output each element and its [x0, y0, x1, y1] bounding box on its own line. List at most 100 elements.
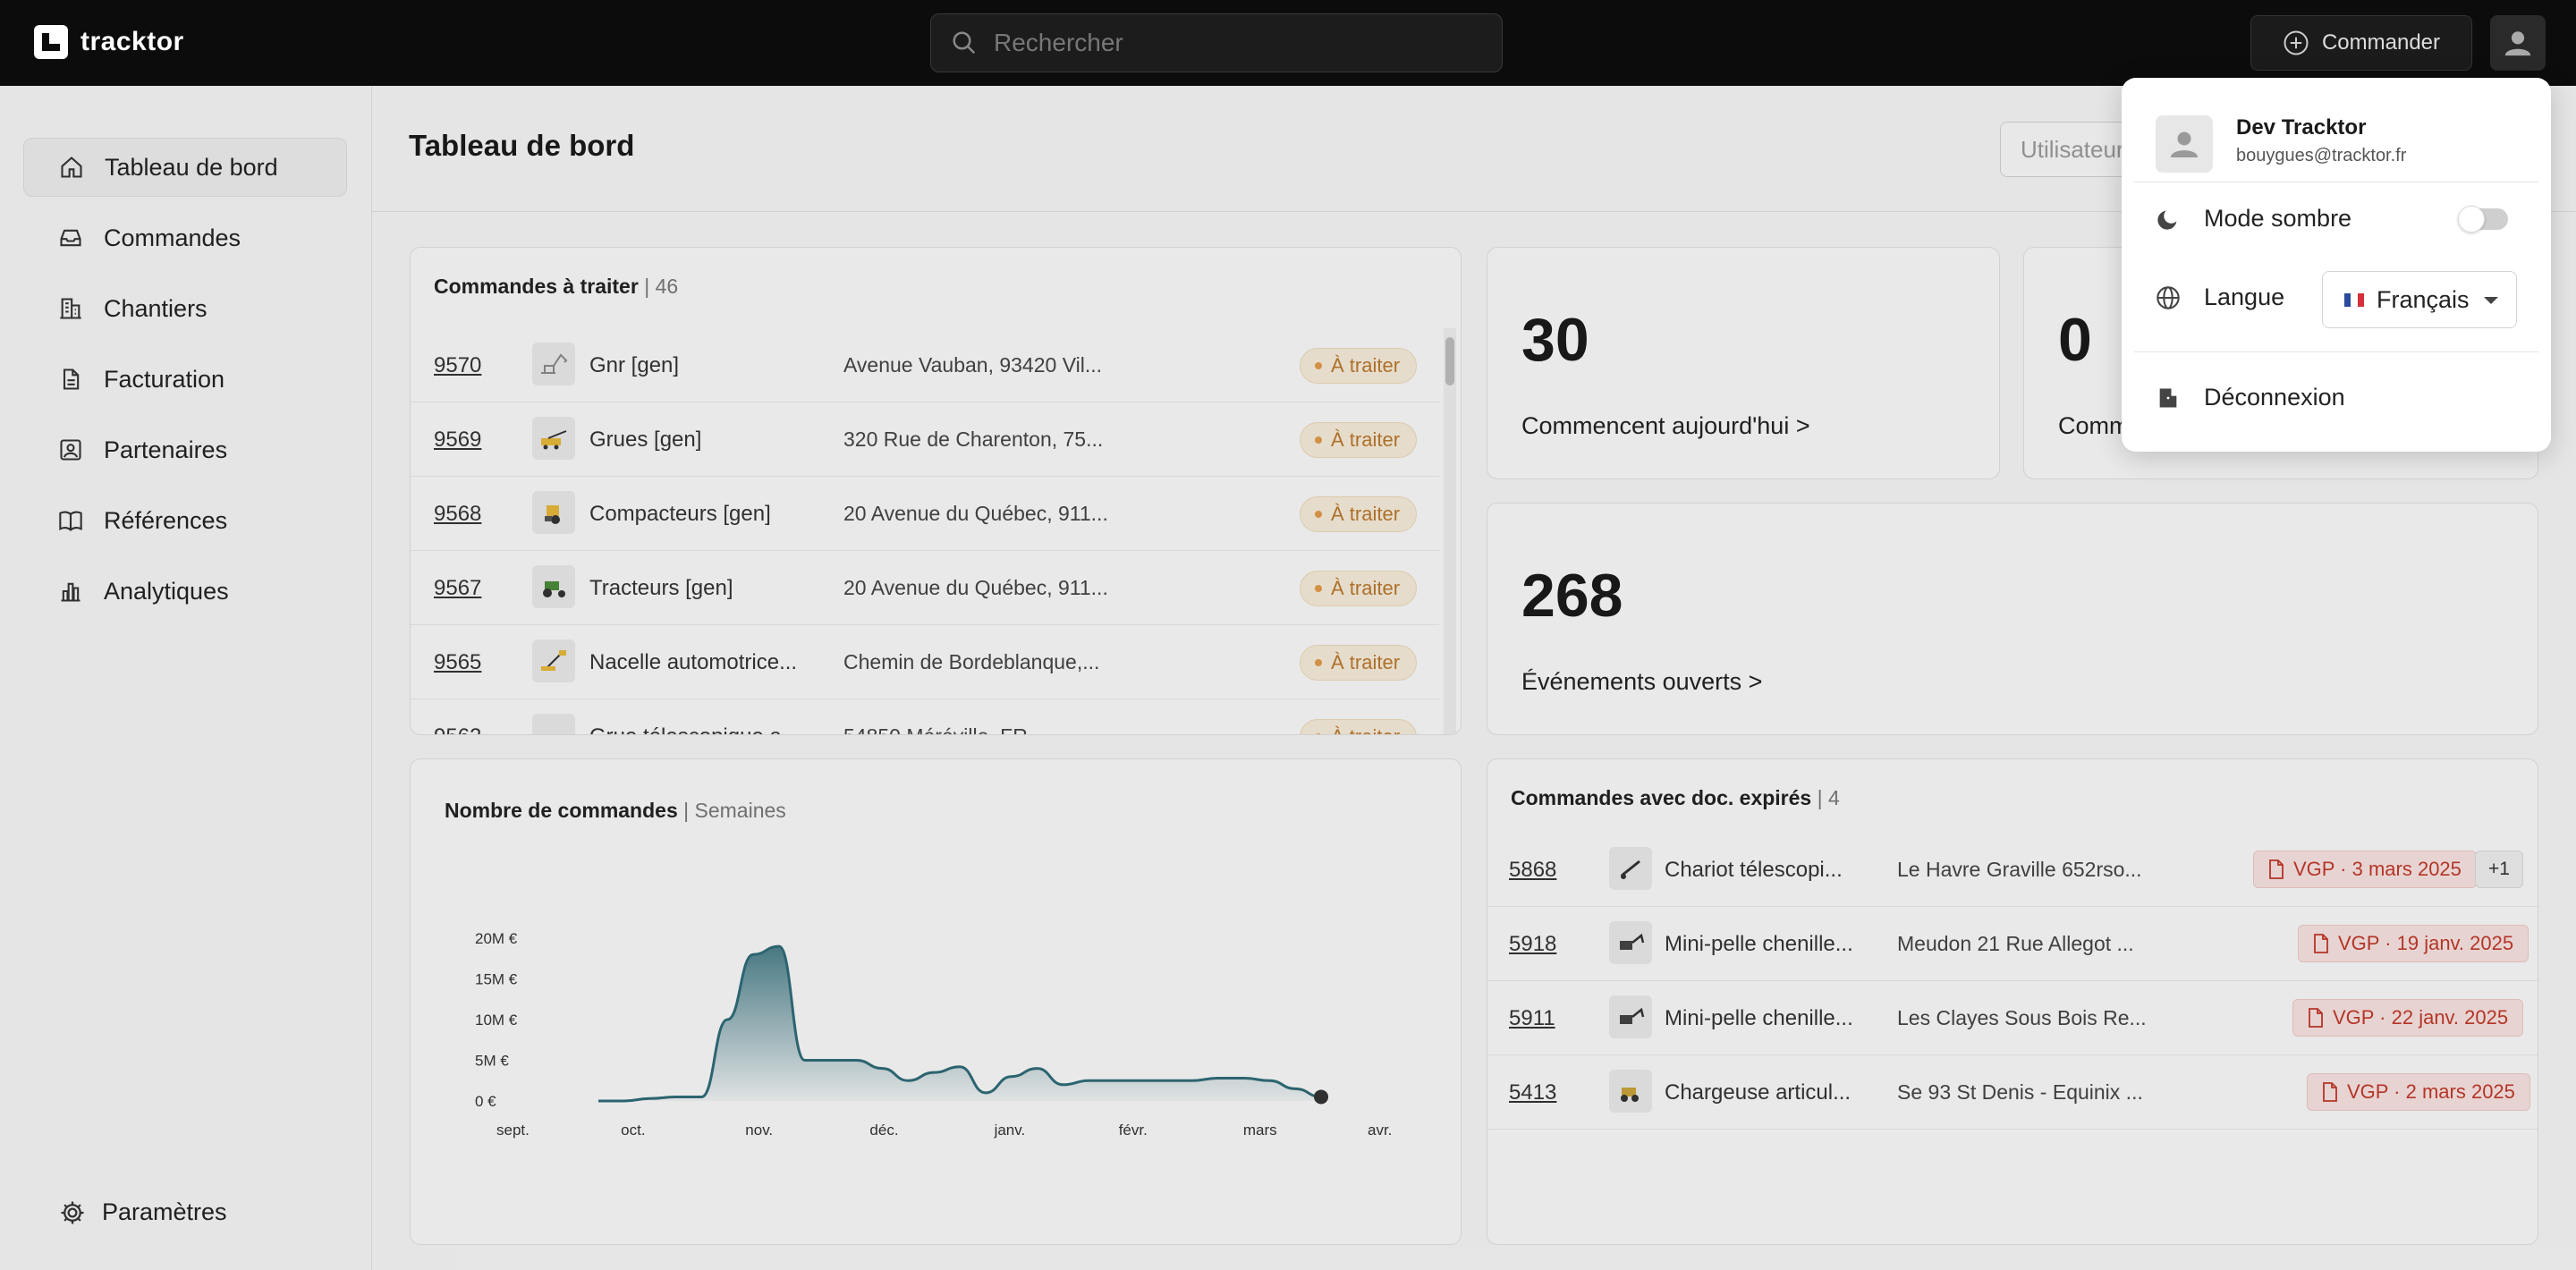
- language-row: Langue: [2156, 284, 2284, 311]
- x-tick-label: mars: [1243, 1122, 1277, 1139]
- search-input[interactable]: [994, 29, 1495, 57]
- table-row[interactable]: 9570 Gnr [gen] Avenue Vauban, 93420 Vil.…: [411, 328, 1439, 402]
- open-events-card[interactable]: 268 Événements ouverts >: [1487, 503, 2538, 735]
- order-id-link[interactable]: 5911: [1509, 1006, 1555, 1030]
- table-row[interactable]: 9565 Nacelle automotrice... Chemin de Bo…: [411, 625, 1439, 699]
- order-id-link[interactable]: 5918: [1509, 932, 1557, 956]
- table-row[interactable]: 9567 Tracteurs [gen] 20 Avenue du Québec…: [411, 551, 1439, 625]
- second-stat-link[interactable]: Comm: [2058, 412, 2130, 439]
- logo[interactable]: tracktor: [34, 25, 184, 59]
- equipment-name: Mini-pelle chenille...: [1665, 1006, 1853, 1030]
- orders-area-chart: 20M € 15M € 10M € 5M € 0 €sept. oct. nov. déc. j…: [475, 930, 1392, 1139]
- starting-today-link[interactable]: Commencent aujourd'hui >: [1521, 412, 1810, 439]
- expired-doc-badge[interactable]: VGP · 22 janv. 2025: [2292, 999, 2524, 1037]
- table-row[interactable]: 5911 Mini-pelle chenille... Les Clayes S…: [1487, 981, 2538, 1055]
- equipment-name: Compacteurs [gen]: [589, 502, 771, 526]
- document-icon: [2309, 1008, 2323, 1028]
- orders-count: | 46: [644, 275, 679, 298]
- expired-docs-card: Commandes avec doc. expirés | 4 5868 Cha…: [1487, 758, 2538, 1245]
- logo-text: tracktor: [80, 27, 184, 56]
- open-events-link[interactable]: Événements ouverts >: [1521, 668, 1763, 695]
- crane-icon: [532, 417, 575, 460]
- scrollbar-thumb[interactable]: [1445, 337, 1454, 385]
- equipment-name: Grue télescopique a...: [589, 724, 800, 734]
- order-id-link[interactable]: 5868: [1509, 858, 1557, 882]
- document-icon: [2314, 934, 2328, 953]
- expired-doc-badge[interactable]: VGP · 2 mars 2025: [2307, 1073, 2530, 1111]
- sidebar-item-analytics[interactable]: Analytiques: [23, 562, 347, 621]
- x-tick-label: avr.: [1368, 1122, 1392, 1139]
- invoice-icon: [57, 366, 84, 393]
- logout-door-icon: [2159, 388, 2177, 407]
- inbox-icon: [57, 224, 84, 251]
- equipment-name: Tracteurs [gen]: [589, 576, 733, 600]
- expired-doc-badge[interactable]: VGP · 19 janv. 2025: [2298, 925, 2529, 962]
- order-address: Avenue Vauban, 93420 Vil...: [843, 353, 1103, 377]
- order-address: Meudon 21 Rue Allegot ...: [1897, 932, 2134, 955]
- x-tick-label: sept.: [496, 1122, 530, 1139]
- language-select[interactable]: Français: [2322, 271, 2517, 328]
- user-email: bouygues@tracktor.fr: [2236, 146, 2407, 165]
- y-tick-label: 20M €: [475, 930, 518, 947]
- table-row[interactable]: 9568 Compacteurs [gen] 20 Avenue du Québ…: [411, 477, 1439, 551]
- table-row[interactable]: 5918 Mini-pelle chenille... Meudon 21 Ru…: [1487, 907, 2538, 981]
- sidebar-item-orders[interactable]: Commandes: [23, 208, 347, 267]
- sidebar-item-billing[interactable]: Facturation: [23, 350, 347, 409]
- equipment-name: Mini-pelle chenille...: [1665, 932, 1853, 956]
- dark-mode-row[interactable]: Mode sombre: [2156, 205, 2351, 233]
- equipment-name: Chargeuse articul...: [1665, 1080, 1852, 1105]
- mini-excavator-icon: [1609, 921, 1652, 964]
- last-point-marker[interactable]: [1314, 1089, 1328, 1105]
- top-bar: tracktor Commander: [0, 0, 2576, 86]
- page-title: Tableau de bord: [409, 129, 635, 162]
- search-bar[interactable]: [930, 13, 1503, 72]
- table-row[interactable]: 5413 Chargeuse articul... Se 93 St Denis…: [1487, 1055, 2538, 1130]
- order-button-label: Commander: [2321, 30, 2441, 55]
- sidebar-item-label: Références: [104, 506, 228, 534]
- orders-chart-card: Nombre de commandes | Semaines 20M € 15M …: [410, 758, 1462, 1245]
- sidebar-item-partners[interactable]: Partenaires: [23, 420, 347, 479]
- chart-subtitle: | Semaines: [683, 799, 786, 822]
- order-button[interactable]: Commander: [2250, 15, 2472, 71]
- order-id-link[interactable]: 9567: [434, 576, 482, 600]
- search-icon: [953, 31, 976, 55]
- document-icon: [2323, 1082, 2337, 1102]
- order-id-link[interactable]: 9562: [434, 724, 481, 734]
- order-address: 320 Rue de Charenton, 75...: [843, 428, 1104, 451]
- open-events-value: 268: [1521, 562, 1623, 630]
- order-id-link[interactable]: 9570: [434, 353, 482, 377]
- orders-scrollbar[interactable]: [1444, 328, 1456, 734]
- order-id-link[interactable]: 9565: [434, 650, 482, 674]
- table-row[interactable]: 9562 Grue télescopique a... 54850 Mérévi…: [411, 699, 1439, 734]
- document-icon: [2269, 859, 2284, 879]
- status-badge: À traiter: [1300, 571, 1418, 606]
- order-address: Le Havre Graville 652rso...: [1897, 858, 2142, 881]
- order-id-link[interactable]: 9568: [434, 502, 482, 526]
- order-id-link[interactable]: 5413: [1509, 1080, 1557, 1105]
- sidebar-item-label: Tableau de bord: [105, 153, 278, 181]
- starting-today-card[interactable]: 30 Commencent aujourd'hui >: [1487, 247, 2000, 479]
- expired-doc-badge[interactable]: VGP · 3 mars 2025: [2253, 851, 2477, 888]
- sidebar-item-label: Commandes: [104, 224, 242, 251]
- sidebar-item-sites[interactable]: Chantiers: [23, 279, 347, 338]
- settings-link[interactable]: Paramètres: [59, 1198, 227, 1226]
- sidebar-item-dashboard[interactable]: Tableau de bord: [23, 138, 347, 197]
- sidebar-item-label: Partenaires: [104, 436, 228, 463]
- sidebar-item-label: Chantiers: [104, 294, 208, 322]
- y-tick-label: 10M €: [475, 1012, 518, 1029]
- more-docs-badge[interactable]: +1: [2475, 851, 2523, 888]
- logout-button[interactable]: Déconnexion: [2156, 384, 2345, 411]
- avatar: [2156, 115, 2213, 173]
- order-id-link[interactable]: 9569: [434, 428, 482, 452]
- table-row[interactable]: 5868 Chariot télescopi... Le Havre Gravi…: [1487, 833, 2538, 907]
- table-row[interactable]: 9569 Grues [gen] 320 Rue de Charenton, 7…: [411, 402, 1439, 477]
- status-badge: À traiter: [1300, 422, 1418, 458]
- x-tick-label: déc.: [869, 1122, 898, 1139]
- sidebar-item-references[interactable]: Références: [23, 491, 347, 550]
- logout-label: Déconnexion: [2204, 384, 2345, 411]
- chart-icon: [57, 578, 84, 605]
- plus-circle-icon: [2284, 30, 2309, 55]
- user-menu-button[interactable]: [2490, 15, 2546, 71]
- dark-mode-label: Mode sombre: [2204, 205, 2352, 232]
- dark-mode-toggle[interactable]: [2458, 206, 2508, 233]
